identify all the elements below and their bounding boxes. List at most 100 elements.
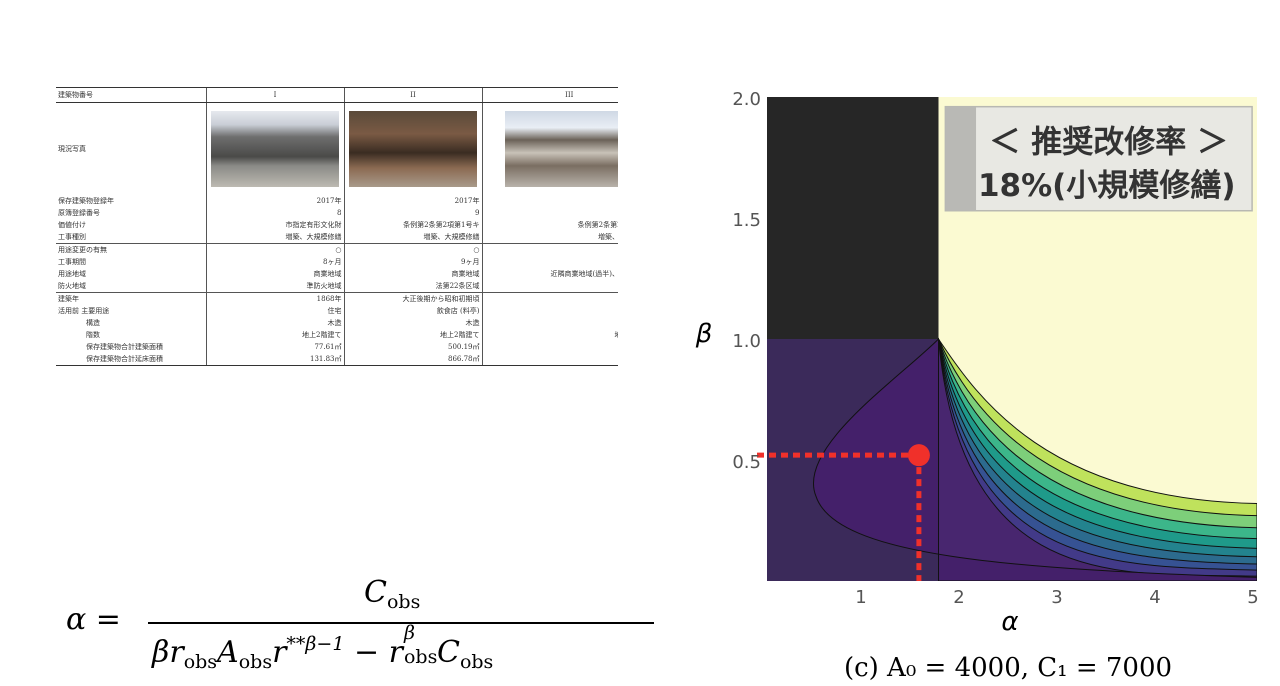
x-tick-label: 1: [855, 587, 866, 608]
y-tick-label: 1.0: [732, 331, 761, 352]
table-cell: 8: [205, 207, 344, 219]
formula-subscript: obs: [403, 646, 438, 668]
table-cell: 法第22条区域: [343, 280, 482, 293]
table-cell: 増築、大規模修繕: [205, 231, 344, 244]
formula-subscript: obs: [386, 591, 421, 613]
formula-symbol: β: [152, 635, 170, 670]
row-label: 用途地域: [58, 270, 86, 278]
x-tick-label: 4: [1149, 587, 1160, 608]
table-cell: ○: [343, 243, 482, 256]
formula-operator: −: [344, 635, 389, 670]
table-cell: 医院: [481, 305, 618, 317]
table-header-cell: I: [205, 87, 344, 103]
contour-chart: ＜ 推奨改修率 ＞18%(小規模修繕) 0.51.01.52.01 2 3 4 5 β …: [695, 89, 1259, 683]
table-cell: 大正後期から昭和初期頃: [343, 292, 482, 305]
table-row: 建築年1868年大正後期から昭和初期頃1899年頃: [56, 292, 618, 305]
table-row: 保存建築物登録年2017年2017年2018年: [56, 195, 618, 207]
table-cell: 市指定有形文化財: [205, 219, 344, 231]
table-cell: 飲食店 (料亭): [343, 305, 482, 317]
table-cell: 500.19㎡: [343, 341, 482, 353]
annotation-box-edge: [945, 106, 977, 211]
table: 建築物番号 I II III 現況写真 保存建築物登録年2017年2017年20…: [56, 87, 618, 366]
table-cell: 増築、大規模修繕: [481, 231, 618, 244]
photo-row: 現況写真: [56, 102, 618, 195]
table-cell: 2018年: [481, 195, 618, 207]
row-label: 建築年: [56, 292, 206, 305]
formula-symbol: r: [388, 635, 403, 670]
row-label: 防火地域: [58, 282, 86, 290]
table-cell: 地上2階建て: [205, 329, 344, 341]
table-cell: 商業地域: [205, 268, 344, 280]
x-tick-label: 5: [1247, 587, 1258, 608]
table-header-cell: II: [343, 87, 482, 103]
photo-row-label: 現況写真: [58, 145, 86, 153]
chart-overlay: ＜ 推奨改修率 ＞ 18%(小規模修繕): [757, 105, 1253, 581]
building-photo: [505, 111, 618, 187]
table-header-cell: III: [481, 87, 618, 103]
formula-subscript: obs: [459, 651, 494, 673]
table-cell: 木造: [481, 317, 618, 329]
building-photo: [349, 111, 477, 187]
table-cell: 準防火地域: [481, 280, 618, 293]
table-row: 階数地上2階建て地上2階建て地上2階建て: [56, 329, 618, 341]
table-cell: 77.61㎡: [205, 341, 344, 353]
table-cell: 866.78㎡: [343, 353, 482, 366]
table-cell: 近隣商業地域(過半)、準工業地域: [481, 268, 618, 280]
table-cell: ○: [481, 243, 618, 256]
building-photo: [211, 111, 339, 187]
table-cell: 8ヶ月: [205, 256, 344, 268]
formula-symbol: C: [364, 575, 387, 610]
table-row: 価値付け市指定有形文化財条例第2条第2項第1号キ条例第2条第2項第1号キ: [56, 219, 618, 231]
photo-cell: [481, 102, 618, 195]
y-tick-label: 0.5: [732, 452, 761, 473]
y-tick-label: 2.0: [732, 89, 761, 110]
table-header-cell: 建築物番号: [56, 87, 206, 103]
axis-ticks: 0.5 1.0 1.5 2.0 1 2 3 4 5: [732, 89, 1258, 608]
contour-band: [938, 338, 1257, 581]
alpha-formula: α = Cobs βrobsAobsr**β−1 − r β obs Cobs: [66, 575, 656, 675]
fraction-bar: [148, 622, 654, 624]
row-label: 活用前 主要用途: [58, 307, 110, 315]
table-cell: 増築、大規模修繕: [343, 231, 482, 244]
formula-symbol: C: [436, 635, 460, 670]
table-cell: 1899年頃: [481, 292, 618, 305]
table-cell: 地上2階建て: [481, 329, 618, 341]
table-cell: 条例第2条第2項第1号キ: [343, 219, 482, 231]
table-cell: 9ヶ月: [481, 256, 618, 268]
annotation-line1: ＜ 推奨改修率 ＞: [989, 124, 1228, 160]
table-cell: 地上2階建て: [343, 329, 482, 341]
formula-symbol: r: [272, 635, 287, 670]
table-row: 工事期間8ヶ月9ヶ月9ヶ月: [56, 256, 618, 268]
formula-superscript: **β−1: [286, 633, 345, 655]
table-cell: 住宅: [205, 305, 344, 317]
table-body: 建築物番号 I II III 現況写真 保存建築物登録年2017年2017年20…: [56, 87, 618, 366]
table-cell: 木造: [205, 317, 344, 329]
table-cell: 9: [343, 207, 482, 219]
row-label: 構造: [86, 319, 100, 327]
building-data-table: 建築物番号 I II III 現況写真 保存建築物登録年2017年2017年20…: [56, 87, 618, 455]
formula-lhs: α =: [66, 602, 121, 637]
row-label: 階数: [86, 331, 100, 339]
table-cell: 2017年: [205, 195, 344, 207]
formula-superscript: β: [403, 622, 415, 644]
formula-subscript: obs: [238, 651, 273, 673]
row-label: 保存建築物登録年: [58, 197, 114, 205]
row-label: 保存建築物合計延床面積: [56, 353, 206, 366]
formula-symbol: A: [217, 635, 239, 670]
formula-denominator: βrobsAobsr**β−1 − r β obs Cobs: [152, 622, 494, 673]
formula-symbol: r: [169, 635, 184, 670]
region-upper-left: [767, 97, 939, 339]
row-label: 原簿登録番号: [58, 209, 100, 217]
table-cell: 条例第2条第2項第1号キ: [481, 219, 618, 231]
contour-band-inner: [813, 337, 1257, 581]
photo-cell: [205, 102, 344, 195]
y-axis-label: β: [695, 319, 713, 349]
chart-caption: (c) A₀ = 4000, C₁ = 7000: [844, 653, 1172, 683]
x-axis-label: α: [1001, 607, 1018, 637]
row-label: 価値付け: [58, 221, 86, 229]
formula-scripts: β obs: [403, 622, 437, 668]
row-label: 保存建築物合計建築面積: [86, 343, 163, 351]
